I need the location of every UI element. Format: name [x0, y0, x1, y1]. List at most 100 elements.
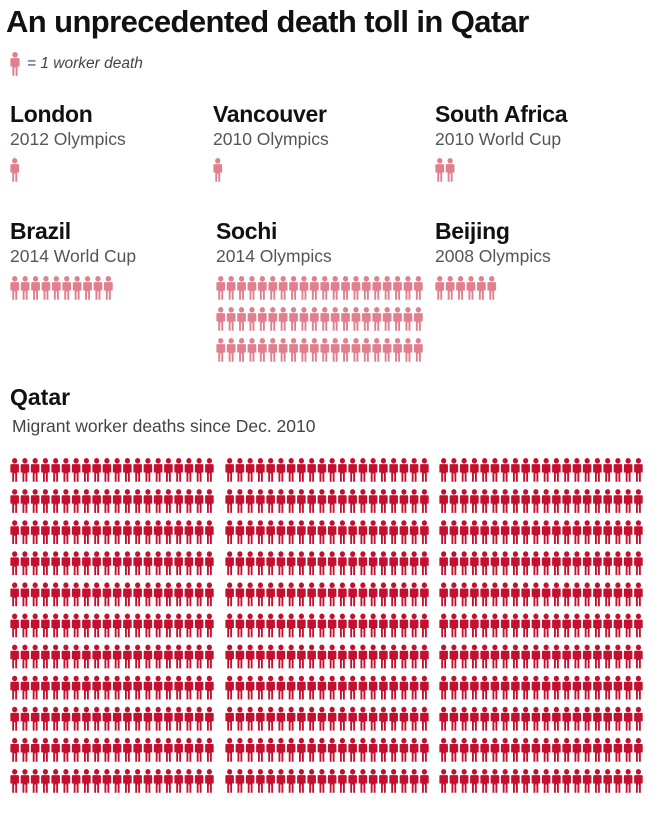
- qatar-worker-death-icon: [327, 644, 337, 669]
- worker-death-icon: [278, 276, 288, 300]
- qatar-worker-death-icon: [307, 769, 316, 793]
- qatar-worker-death-icon: [338, 489, 347, 513]
- qatar-worker-death-icon: [449, 675, 459, 700]
- qatar-worker-death-icon: [490, 551, 500, 576]
- qatar-worker-death-icon: [420, 644, 429, 669]
- qatar-worker-death-icon: [164, 706, 173, 731]
- venue-vancouver: Vancouver 2010 Olympics: [213, 101, 329, 150]
- qatar-worker-death-icon: [174, 769, 183, 793]
- qatar-worker-death-icon: [164, 520, 173, 544]
- qatar-worker-death-icon: [409, 458, 419, 482]
- qatar-worker-death-icon: [490, 489, 500, 513]
- qatar-worker-death-icon: [164, 551, 173, 576]
- qatar-worker-death-icon: [245, 458, 255, 482]
- qatar-worker-death-icon: [470, 520, 479, 544]
- qatar-worker-death-icon: [541, 644, 551, 669]
- venue-beijing: Beijing 2008 Olympics: [435, 218, 551, 267]
- qatar-worker-death-icon: [521, 675, 530, 700]
- qatar-worker-death-icon: [102, 769, 112, 793]
- qatar-worker-death-icon: [225, 706, 234, 731]
- qatar-worker-death-icon: [123, 551, 132, 576]
- qatar-worker-death-icon: [133, 613, 142, 638]
- qatar-worker-death-icon: [133, 644, 142, 669]
- qatar-worker-death-icon: [613, 644, 623, 669]
- qatar-worker-death-icon: [572, 737, 582, 762]
- qatar-worker-death-icon: [379, 489, 388, 513]
- qatar-worker-death-icon: [409, 613, 419, 638]
- qatar-worker-death-icon: [41, 551, 50, 576]
- chart-title: An unprecedented death toll in Qatar: [6, 4, 529, 39]
- qatar-worker-death-icon: [572, 458, 582, 482]
- qatar-worker-death-icon: [225, 769, 234, 793]
- venue-event: 2014 World Cup: [10, 246, 137, 266]
- worker-death-icon: [309, 276, 319, 300]
- qatar-worker-death-icon: [634, 769, 643, 793]
- qatar-worker-death-icon: [459, 489, 469, 513]
- qatar-worker-death-icon: [164, 644, 173, 669]
- qatar-worker-death-icon: [511, 675, 520, 700]
- qatar-worker-death-icon: [174, 582, 183, 607]
- qatar-worker-death-icon: [459, 706, 469, 731]
- qatar-worker-death-icon: [623, 520, 633, 544]
- qatar-worker-death-icon: [439, 551, 448, 576]
- qatar-worker-death-icon: [174, 551, 183, 576]
- qatar-worker-death-icon: [112, 675, 122, 700]
- qatar-worker-death-icon: [379, 737, 388, 762]
- qatar-worker-death-icon: [409, 582, 419, 607]
- worker-death-icon: [226, 307, 236, 331]
- qatar-worker-death-icon: [10, 706, 19, 731]
- qatar-worker-death-icon: [276, 706, 286, 731]
- worker-death-icon: [41, 276, 51, 300]
- qatar-worker-death-icon: [317, 520, 327, 544]
- qatar-worker-death-icon: [634, 458, 643, 482]
- qatar-worker-death-icon: [500, 551, 510, 576]
- qatar-worker-death-icon: [593, 551, 602, 576]
- worker-death-icon: [393, 276, 402, 300]
- qatar-worker-death-icon: [143, 458, 153, 482]
- qatar-worker-death-icon: [82, 613, 91, 638]
- qatar-worker-death-icon: [123, 675, 132, 700]
- worker-death-icon: [341, 276, 350, 300]
- qatar-worker-death-icon: [245, 520, 255, 544]
- qatar-worker-death-icon: [327, 458, 337, 482]
- qatar-worker-death-icon: [20, 520, 30, 544]
- qatar-worker-death-icon: [297, 706, 306, 731]
- qatar-worker-death-icon: [368, 582, 378, 607]
- qatar-worker-death-icon: [358, 706, 368, 731]
- qatar-worker-death-icon: [593, 769, 602, 793]
- worker-death-icon: [361, 338, 371, 362]
- qatar-worker-death-icon: [389, 706, 398, 731]
- qatar-worker-death-icon: [582, 675, 592, 700]
- qatar-worker-death-icon: [613, 551, 623, 576]
- qatar-worker-death-icon: [194, 644, 204, 669]
- qatar-worker-death-icon: [225, 582, 234, 607]
- qatar-worker-death-icon: [582, 489, 592, 513]
- qatar-worker-death-icon: [470, 737, 479, 762]
- qatar-worker-death-icon: [500, 644, 510, 669]
- qatar-worker-death-icon: [420, 582, 429, 607]
- qatar-worker-death-icon: [266, 644, 275, 669]
- qatar-worker-death-icon: [286, 644, 296, 669]
- qatar-worker-death-icon: [358, 675, 368, 700]
- worker-death-icon: [299, 307, 309, 331]
- qatar-worker-death-icon: [603, 644, 612, 669]
- qatar-worker-death-icon: [531, 706, 541, 731]
- qatar-worker-death-icon: [399, 675, 409, 700]
- worker-death-icon: [289, 276, 298, 300]
- qatar-subtitle: Migrant worker deaths since Dec. 2010: [12, 416, 316, 436]
- qatar-worker-death-icon: [459, 458, 469, 482]
- qatar-worker-death-icon: [623, 769, 633, 793]
- qatar-worker-death-icon: [235, 458, 245, 482]
- qatar-worker-death-icon: [389, 520, 398, 544]
- qatar-worker-death-icon: [358, 489, 368, 513]
- qatar-worker-death-icon: [235, 706, 245, 731]
- worker-death-icon: [257, 276, 267, 300]
- qatar-worker-death-icon: [500, 769, 510, 793]
- qatar-worker-death-icon: [439, 613, 448, 638]
- qatar-worker-death-icon: [133, 675, 142, 700]
- qatar-worker-death-icon: [593, 520, 602, 544]
- worker-death-icon: [10, 276, 20, 300]
- qatar-worker-death-icon: [92, 737, 101, 762]
- qatar-worker-death-icon: [531, 582, 541, 607]
- qatar-worker-death-icon: [82, 489, 91, 513]
